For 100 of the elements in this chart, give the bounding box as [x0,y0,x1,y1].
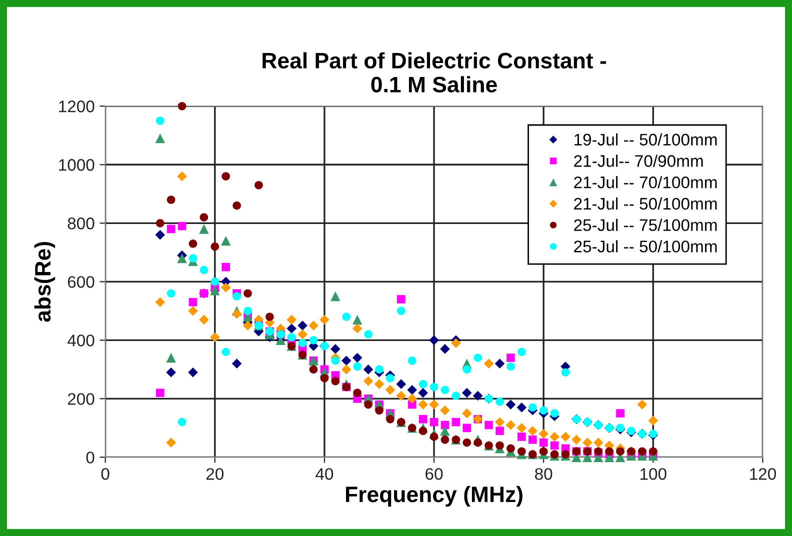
point [199,314,209,325]
point [605,447,614,456]
point [374,379,384,389]
point [408,356,416,365]
point [474,438,482,447]
point [331,376,340,386]
point [452,392,460,400]
point [396,390,406,401]
point [178,102,186,110]
point [220,282,231,292]
point [177,253,187,264]
point [375,365,384,374]
point [210,332,220,342]
point [496,426,504,436]
point [517,348,526,356]
y-tick-label: 600 [68,276,94,288]
point [330,291,340,302]
point [517,432,526,441]
point [418,415,428,424]
point [517,447,526,456]
x-tick-label: 100 [640,468,666,480]
point [166,196,176,204]
point [166,224,176,234]
point [572,434,582,445]
point [474,354,482,362]
point [309,336,318,344]
point [232,358,242,368]
point [539,438,548,447]
point [616,447,624,456]
x-tick-label: 80 [535,468,552,480]
point [452,418,460,426]
point [342,312,351,321]
point [200,266,208,274]
point [155,297,166,308]
point [232,201,241,210]
point [188,306,198,316]
point [396,295,406,304]
point [484,358,494,368]
y-axis-title: abs(Re) [34,242,56,322]
point [232,292,241,300]
point [506,420,516,430]
point [516,402,527,412]
point [222,348,230,356]
point [330,344,340,354]
point [298,320,308,330]
point [244,306,252,316]
point [418,388,428,398]
point [156,388,164,398]
point [287,333,296,342]
point [462,365,472,374]
legend-label: 21-Jul-- 70/90mm [574,154,703,167]
point [320,374,329,382]
point [352,324,362,334]
point [308,320,318,330]
point [232,308,242,319]
point [440,386,450,394]
point [166,367,176,378]
point [506,354,515,362]
point [352,314,362,325]
point [396,379,406,389]
point [430,418,438,426]
legend-label: 21-Jul -- 50/100mm [574,197,717,210]
point [407,385,418,395]
point [418,426,428,436]
point [166,289,176,298]
point [528,403,537,412]
point [550,441,559,450]
point [506,400,516,410]
point [539,406,548,415]
point [462,408,472,418]
x-tick-label: 20 [206,468,224,480]
point [188,254,198,262]
point [462,424,472,432]
point [440,405,450,416]
point [637,400,648,410]
point [364,400,372,409]
point [222,262,230,272]
point [177,171,187,182]
point [516,423,527,433]
x-tick-label: 0 [101,468,110,480]
point [188,367,198,378]
point [496,397,504,406]
point [407,394,418,404]
point [496,441,504,450]
point [418,400,428,410]
point [538,428,548,439]
point [418,380,428,388]
point [298,329,308,340]
point [320,314,330,325]
point [648,447,658,456]
point [188,298,198,306]
point [638,447,646,456]
point [528,426,538,436]
point [266,312,274,321]
point [242,320,253,330]
point [506,444,515,453]
x-tick-label: 40 [316,468,334,480]
point [178,222,186,230]
point [341,356,352,366]
point [550,432,560,442]
